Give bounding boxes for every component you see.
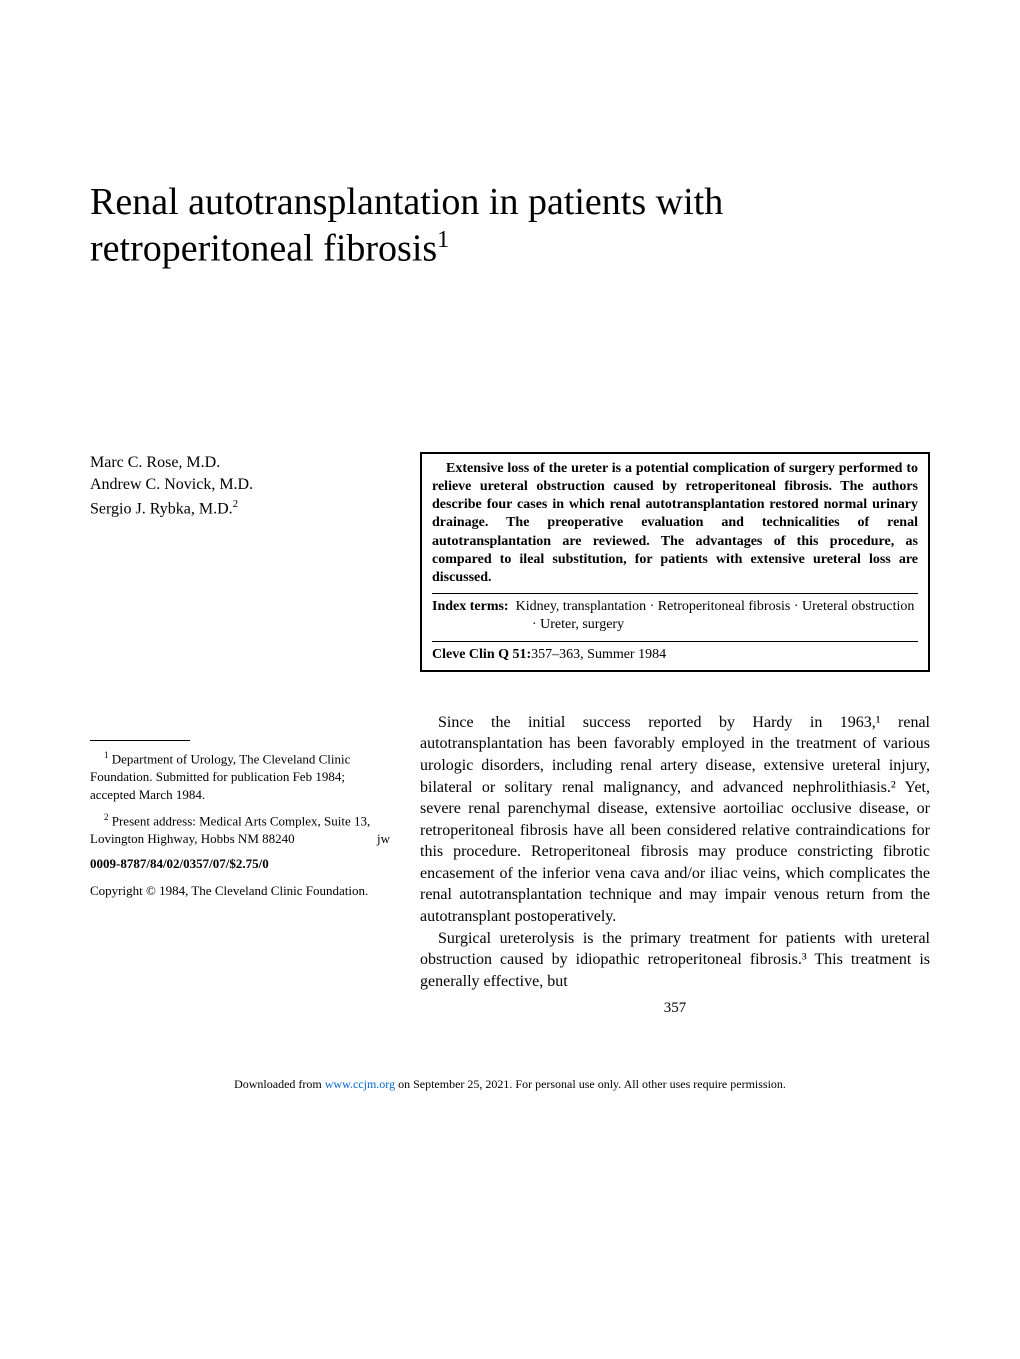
author-superscript: 2: [233, 498, 239, 510]
footnote-superscript: 1: [104, 750, 109, 760]
footer-prefix: Downloaded from: [234, 1077, 325, 1091]
citation-text: 357–363, Summer 1984: [531, 647, 666, 662]
footnote-1: 1 Department of Urology, The Cleveland C…: [90, 749, 390, 803]
footnotes-block: 1 Department of Urology, The Cleveland C…: [90, 749, 390, 847]
authors-block: Marc C. Rose, M.D. Andrew C. Novick, M.D…: [90, 452, 390, 521]
author-3: Sergio J. Rybka, M.D.2: [90, 497, 390, 521]
footer-suffix: on September 25, 2021. For personal use …: [395, 1077, 786, 1091]
download-footer: Downloaded from www.ccjm.org on Septembe…: [90, 1077, 930, 1092]
body-text: Since the initial success reported by Ha…: [420, 712, 930, 993]
author-name: Marc C. Rose, M.D.: [90, 454, 220, 471]
author-2: Andrew C. Novick, M.D.: [90, 474, 390, 496]
abstract-text: Extensive loss of the ureter is a potent…: [432, 460, 918, 587]
left-column: Marc C. Rose, M.D. Andrew C. Novick, M.D…: [90, 452, 390, 1018]
index-terms-label: Index terms:: [432, 599, 509, 614]
content-columns: Marc C. Rose, M.D. Andrew C. Novick, M.D…: [90, 452, 930, 1018]
body-para-2: Surgical ureterolysis is the primary tre…: [420, 928, 930, 993]
abstract-box: Extensive loss of the ureter is a potent…: [420, 452, 930, 672]
index-terms-row: Index terms: Kidney, transplantation · R…: [432, 598, 918, 634]
author-name: Sergio J. Rybka, M.D.: [90, 500, 233, 517]
copyright-line: Copyright © 1984, The Cleveland Clinic F…: [90, 882, 390, 900]
footer-link[interactable]: www.ccjm.org: [325, 1077, 395, 1091]
footnote-text: Present address: Medical Arts Complex, S…: [90, 814, 370, 847]
body-para-1: Since the initial success reported by Ha…: [420, 712, 930, 928]
title-text: Renal autotransplantation in patients wi…: [90, 181, 723, 269]
index-terms-text: Kidney, transplantation · Retroperitonea…: [516, 599, 915, 632]
page-number: 357: [420, 1000, 930, 1017]
footnote-superscript: 2: [104, 812, 109, 822]
title-superscript: 1: [437, 227, 449, 253]
footnote-2: 2 Present address: Medical Arts Complex,…: [90, 811, 390, 847]
right-column: Extensive loss of the ureter is a potent…: [420, 452, 930, 1018]
article-title: Renal autotransplantation in patients wi…: [90, 180, 930, 272]
abstract-divider: [432, 641, 918, 642]
footnote-text: Department of Urology, The Cleveland Cli…: [90, 752, 350, 802]
footnote-suffix: jw: [363, 830, 390, 848]
issn-line: 0009-8787/84/02/0357/07/$2.75/0: [90, 856, 390, 872]
citation-row: Cleve Clin Q 51:357–363, Summer 1984: [432, 646, 918, 664]
footnote-divider: [90, 740, 190, 741]
author-name: Andrew C. Novick, M.D.: [90, 476, 253, 493]
author-1: Marc C. Rose, M.D.: [90, 452, 390, 474]
citation-label: Cleve Clin Q 51:: [432, 647, 531, 662]
abstract-divider: [432, 593, 918, 594]
